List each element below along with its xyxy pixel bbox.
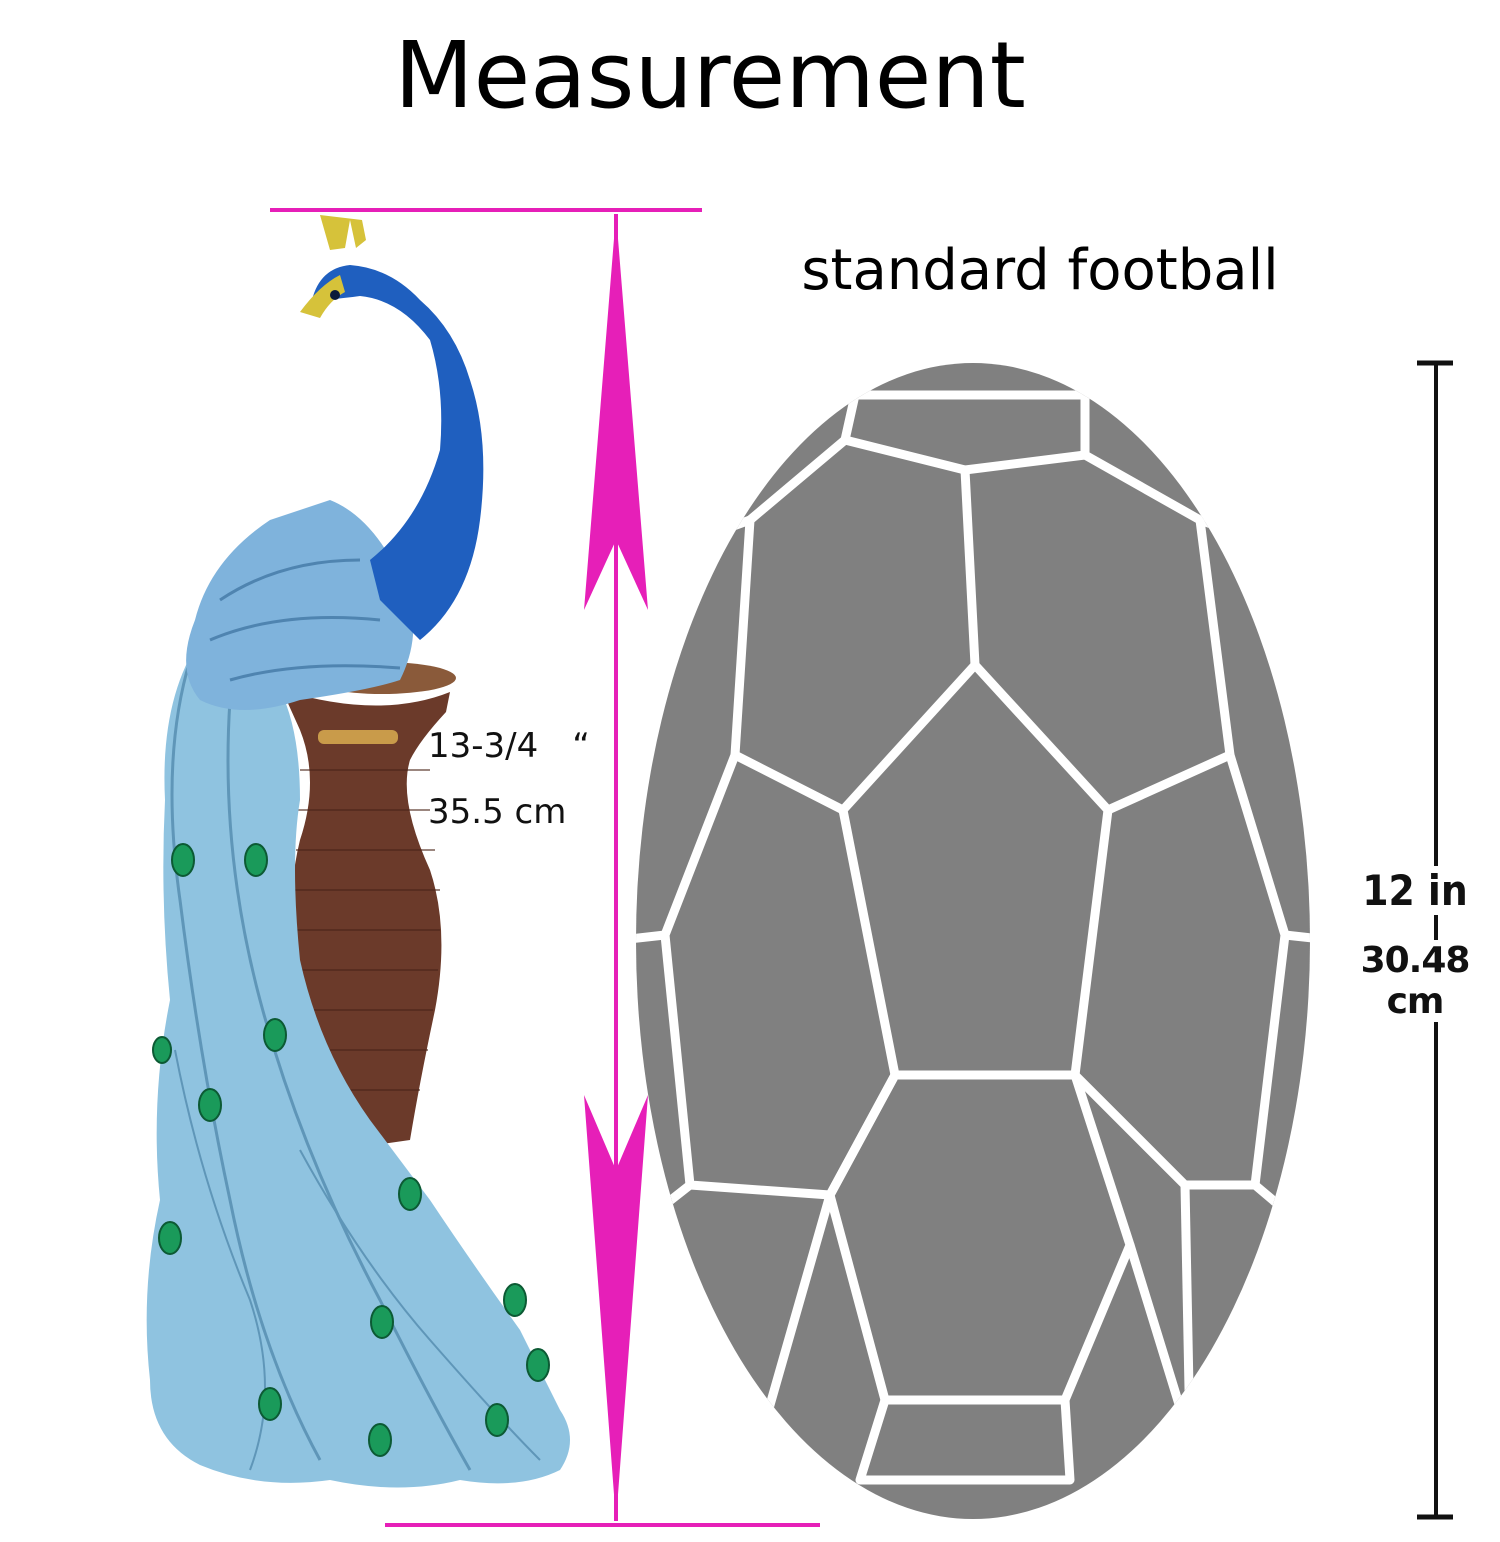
tail-gems xyxy=(152,843,550,1457)
figure-height-cm: 35.5 cm xyxy=(428,792,567,832)
football-caption: standard football xyxy=(801,238,1279,303)
pedestal-vase xyxy=(282,662,456,1150)
football-icon xyxy=(636,363,1310,1519)
peacock-tail xyxy=(146,640,570,1488)
peacock-figurine-image xyxy=(146,215,570,1488)
football-height-inch: 12 in xyxy=(1330,866,1500,915)
figure-height-inch: 13-3/4 “ xyxy=(428,726,590,766)
page-title: Measurement xyxy=(394,22,1026,129)
football-height-cm: 30.48 cm xyxy=(1330,940,1500,1022)
height-arrow-icon xyxy=(270,208,820,1527)
